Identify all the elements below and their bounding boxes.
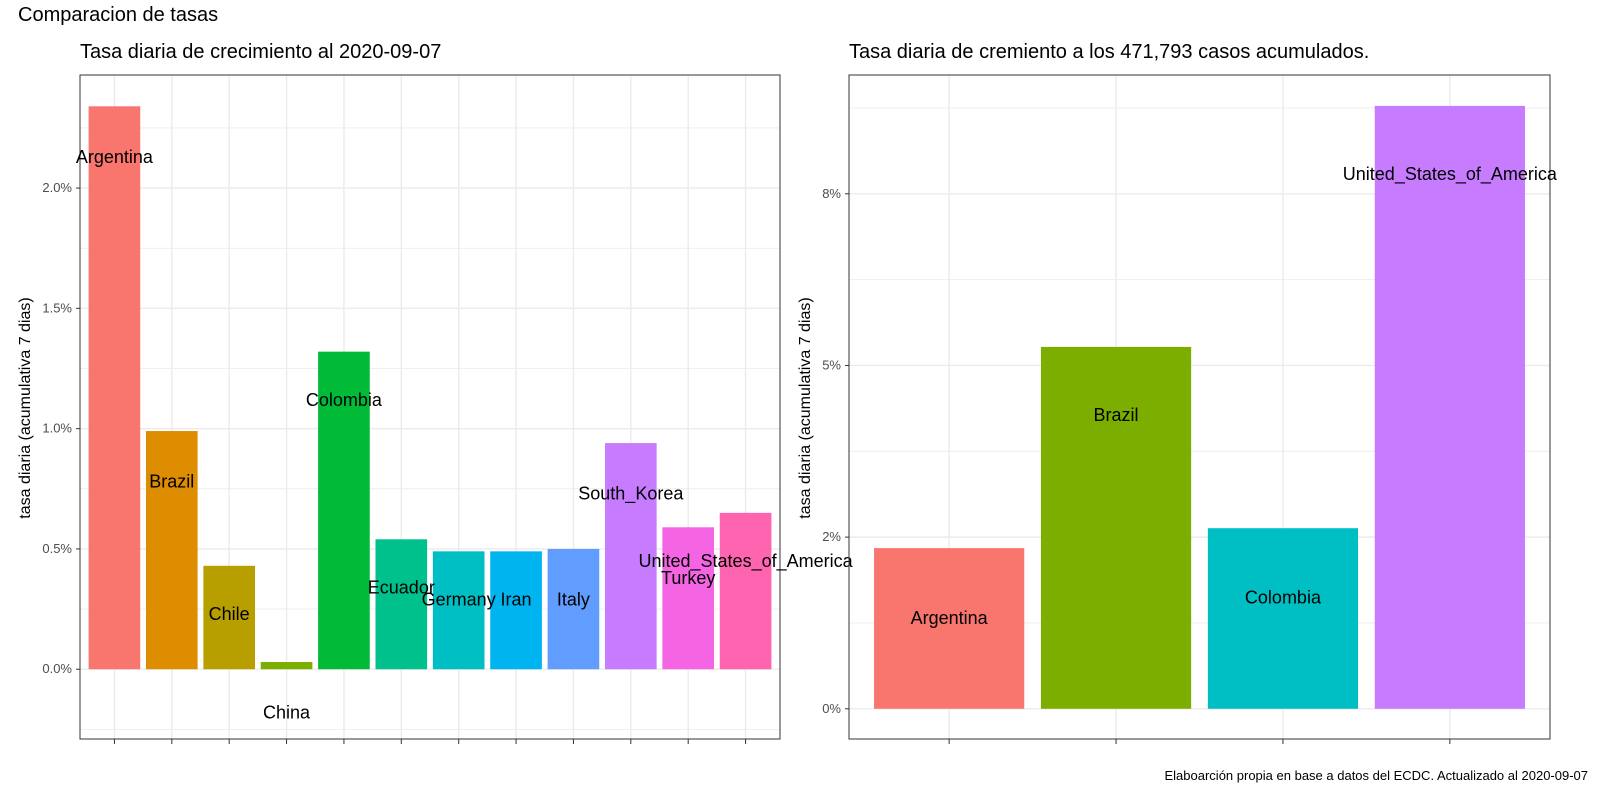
bar-argentina	[88, 106, 141, 670]
y-tick-label: 0.0%	[42, 661, 72, 676]
bar-colombia	[1207, 528, 1359, 709]
left-chart-title: Tasa diaria de crecimiento al 2020-09-07	[80, 41, 442, 63]
data-label-south-korea: South_Korea	[578, 484, 684, 505]
data-label-colombia: Colombia	[1245, 588, 1322, 608]
right-chart-title: Tasa diaria de cremiento a los 471,793 c…	[849, 41, 1370, 63]
bar-argentina	[874, 548, 1025, 709]
bar-china	[260, 662, 313, 670]
y-tick-label: 5%	[822, 357, 841, 372]
y-tick-label: 8%	[822, 186, 841, 201]
bar-turkey	[662, 527, 715, 670]
data-label-iran: Iran	[501, 589, 532, 609]
bar-united-states-of-america	[719, 512, 772, 670]
data-label-united-states-of-america: United_States_of_America	[1343, 164, 1558, 185]
y-tick-label: 1.5%	[42, 300, 72, 315]
bar-italy	[547, 548, 600, 670]
data-label-argentina: Argentina	[76, 147, 154, 167]
y-tick-label: 0.5%	[42, 541, 72, 556]
y-tick-label: 2%	[822, 529, 841, 544]
bar-ecuador	[375, 539, 428, 670]
y-tick-label: 0%	[822, 701, 841, 716]
data-label-italy: Italy	[557, 589, 590, 609]
bar-brazil	[145, 431, 198, 670]
data-label-colombia: Colombia	[306, 390, 383, 410]
left-chart: 0.0% 0.5% 1.0% 1.5% 2.0% Argentina Brazil Chile…	[42, 74, 854, 744]
right-panel-border	[848, 74, 1551, 740]
left-panel-border	[79, 74, 781, 740]
page-title: Comparacion de tasas	[18, 4, 219, 26]
data-label-china: China	[263, 703, 311, 723]
bar-chile	[203, 565, 255, 670]
caption: Elaboarción propia en base a datos del E…	[1164, 768, 1589, 783]
bar-germany	[432, 551, 485, 670]
bar-united-states-of-america	[1374, 105, 1525, 709]
bar-south-korea	[605, 443, 657, 670]
bar-colombia	[318, 351, 370, 670]
data-label-ecuador: Ecuador	[368, 577, 435, 597]
bar-brazil	[1040, 346, 1192, 709]
bar-iran	[490, 551, 542, 670]
data-label-brazil: Brazil	[149, 472, 194, 492]
data-label-chile: Chile	[209, 604, 250, 624]
data-label-turkey: Turkey	[661, 568, 715, 588]
data-label-argentina: Argentina	[911, 608, 989, 628]
right-chart: 0% 2% 5% 8% Argentina Brazil Colombia United_St…	[822, 74, 1558, 744]
data-label-germany: Germany	[422, 589, 496, 609]
y-tick-label: 2.0%	[42, 180, 72, 195]
data-label-brazil: Brazil	[1094, 405, 1139, 425]
data-label-united-states-of-america: United_States_of_America	[639, 551, 854, 572]
y-tick-label: 1.0%	[42, 421, 72, 436]
